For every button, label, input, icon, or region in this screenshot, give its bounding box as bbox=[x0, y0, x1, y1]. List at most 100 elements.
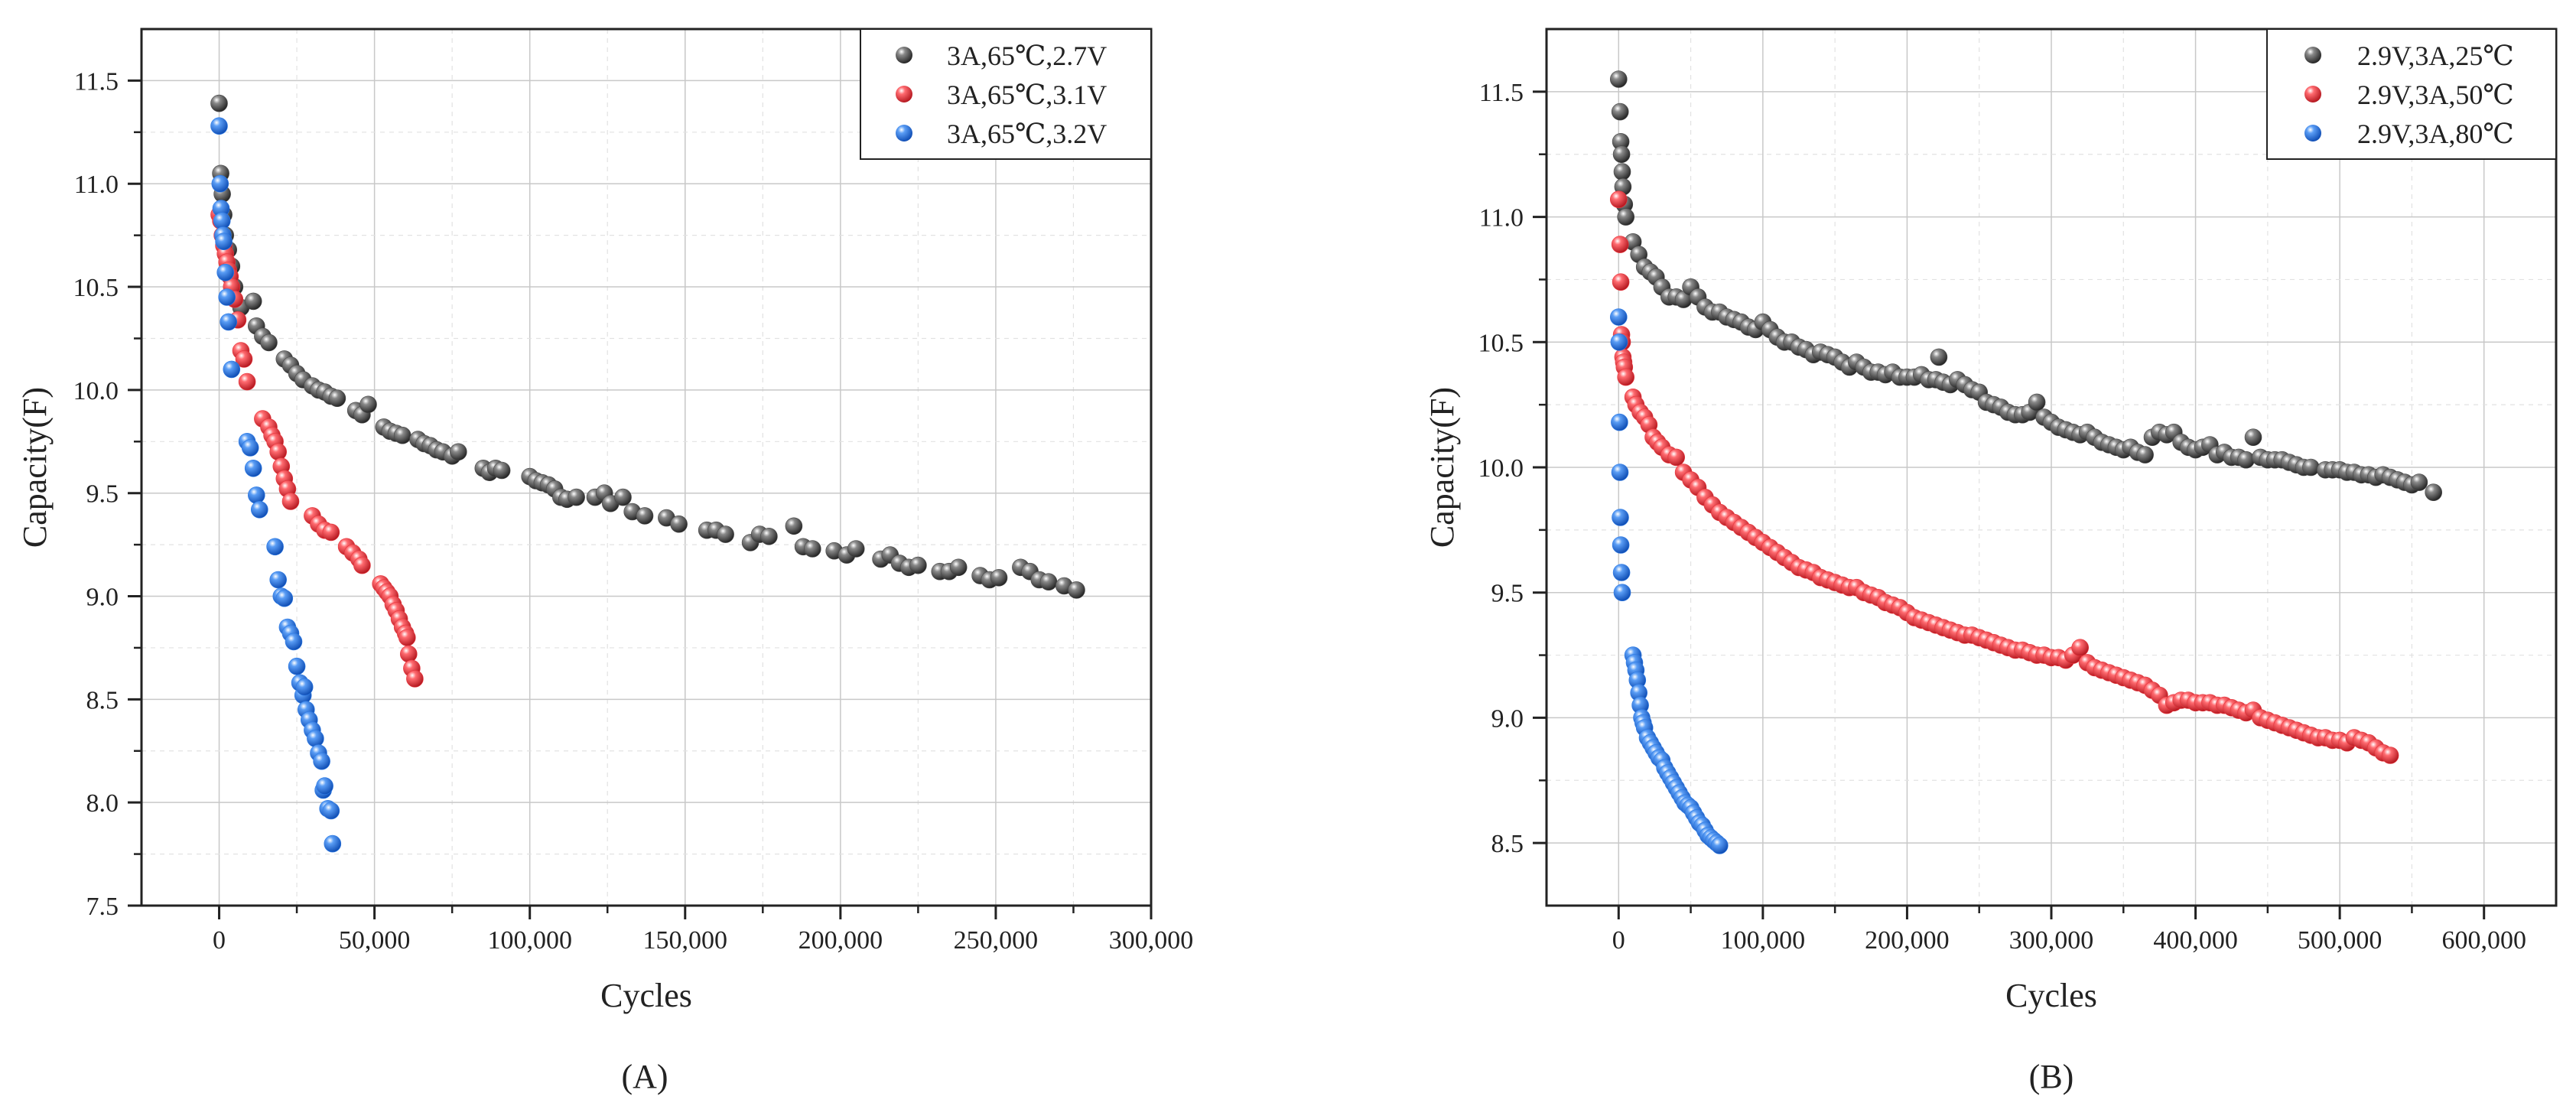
data-point bbox=[449, 443, 467, 461]
data-point bbox=[244, 459, 262, 477]
data-point bbox=[250, 500, 268, 519]
data-point bbox=[1617, 368, 1634, 386]
x-tick-label: 600,000 bbox=[2441, 926, 2526, 955]
y-tick-label: 11.5 bbox=[1479, 79, 1524, 107]
y-tick-label: 9.5 bbox=[1491, 580, 1524, 608]
x-tick-label: 200,000 bbox=[1865, 926, 1950, 955]
data-point bbox=[1610, 190, 1628, 209]
data-point bbox=[235, 350, 253, 368]
data-point bbox=[568, 488, 585, 506]
data-point bbox=[717, 525, 734, 543]
data-point bbox=[2302, 458, 2320, 477]
y-tick-label: 10.0 bbox=[73, 377, 119, 405]
series-a-2 bbox=[210, 117, 342, 853]
chart-panel-a: 0 50,000 100,000 150,000 200,000 250,000 300,0… bbox=[16, 28, 1194, 1095]
data-point bbox=[990, 568, 1008, 587]
data-point bbox=[316, 777, 333, 795]
data-point bbox=[353, 556, 371, 574]
plot-frame-a bbox=[140, 28, 1153, 907]
data-point bbox=[2425, 483, 2442, 502]
data-point bbox=[359, 395, 377, 414]
data-point bbox=[1610, 308, 1628, 326]
data-point bbox=[324, 834, 342, 853]
data-point bbox=[2244, 428, 2262, 447]
legend-label-a-0: 3A,65℃,2.7V bbox=[947, 41, 1107, 71]
y-tick-label: 11.5 bbox=[74, 67, 119, 96]
x-tick-label: 100,000 bbox=[487, 926, 572, 955]
data-point bbox=[804, 540, 821, 558]
y-tick-label: 11.0 bbox=[74, 171, 119, 199]
x-tick-label: 400,000 bbox=[2153, 926, 2238, 955]
data-point bbox=[1611, 102, 1629, 121]
data-point bbox=[949, 558, 968, 577]
data-point bbox=[244, 292, 262, 311]
data-point bbox=[1610, 70, 1628, 88]
data-point bbox=[288, 657, 306, 675]
data-point bbox=[1613, 584, 1631, 602]
data-point bbox=[1611, 464, 1629, 481]
series-b-0 bbox=[1610, 70, 2442, 502]
x-tick-label: 0 bbox=[213, 926, 226, 955]
data-point bbox=[847, 540, 865, 558]
y-tick-label: 8.0 bbox=[86, 789, 119, 818]
data-point bbox=[2237, 451, 2255, 469]
data-point bbox=[223, 360, 241, 379]
gridlines-a bbox=[141, 29, 1152, 906]
data-point bbox=[670, 515, 688, 533]
data-point bbox=[1612, 273, 1630, 291]
data-point bbox=[399, 645, 418, 663]
data-point bbox=[2071, 639, 2089, 657]
data-point bbox=[238, 372, 256, 391]
data-point bbox=[241, 439, 259, 457]
legend-b: 2.9V,3A,25℃ 2.9V,3A,50℃ 2.9V,3A,80℃ bbox=[2266, 28, 2557, 160]
data-point bbox=[313, 752, 330, 770]
legend-label-b-1: 2.9V,3A,50℃ bbox=[2357, 80, 2514, 110]
y-tick-label: 8.5 bbox=[1491, 830, 1524, 858]
data-point bbox=[2381, 747, 2399, 764]
data-point bbox=[1611, 236, 1629, 253]
data-point bbox=[269, 571, 288, 589]
panel-label-a: (A) bbox=[621, 1058, 668, 1095]
data-point bbox=[1667, 448, 1685, 467]
ticks-a: 0 50,000 100,000 150,000 200,000 250,000 300,0… bbox=[73, 67, 1194, 955]
data-point bbox=[328, 389, 346, 408]
x-tick-label: 50,000 bbox=[339, 926, 411, 955]
legend-label-b-2: 2.9V,3A,80℃ bbox=[2357, 119, 2514, 149]
data-point bbox=[266, 538, 284, 556]
y-tick-label: 10.5 bbox=[1478, 329, 1524, 357]
legend-marker-b-2 bbox=[2304, 125, 2321, 142]
data-point bbox=[260, 333, 278, 352]
data-point bbox=[220, 313, 238, 331]
data-point bbox=[295, 678, 314, 696]
data-point bbox=[2028, 393, 2046, 411]
legend-marker-a-1 bbox=[896, 86, 912, 102]
data-point bbox=[2410, 473, 2428, 491]
data-point bbox=[211, 174, 229, 193]
gridlines-b bbox=[1547, 29, 2556, 906]
x-axis-title-b: Cycles bbox=[2005, 977, 2097, 1014]
data-point bbox=[1612, 145, 1631, 163]
x-tick-label: 250,000 bbox=[954, 926, 1039, 955]
legend-marker-a-2 bbox=[896, 125, 912, 142]
x-tick-label: 300,000 bbox=[1109, 926, 1194, 955]
series-a-0 bbox=[210, 94, 1085, 599]
data-point bbox=[1610, 333, 1628, 351]
data-point bbox=[909, 556, 927, 574]
data-point bbox=[1930, 348, 1948, 366]
series-b-2 bbox=[1610, 308, 1729, 854]
chart-panel-b: 0 100,000 200,000 300,000 400,000 500,000 600,… bbox=[1423, 28, 2558, 1095]
y-tick-label: 10.0 bbox=[1478, 454, 1524, 483]
series-layer-b bbox=[1610, 70, 2442, 854]
data-point bbox=[1612, 509, 1629, 526]
legend-marker-b-0 bbox=[2304, 47, 2321, 63]
y-axis-title-a: Capacity(F) bbox=[16, 387, 54, 548]
data-point bbox=[406, 670, 424, 688]
x-tick-label: 500,000 bbox=[2298, 926, 2382, 955]
data-point bbox=[322, 523, 340, 542]
data-point bbox=[216, 263, 235, 281]
data-point bbox=[614, 488, 632, 506]
legend-marker-b-1 bbox=[2304, 86, 2321, 102]
data-point bbox=[393, 426, 411, 444]
legend-label-b-0: 2.9V,3A,25℃ bbox=[2357, 41, 2514, 71]
data-point bbox=[1612, 564, 1631, 581]
